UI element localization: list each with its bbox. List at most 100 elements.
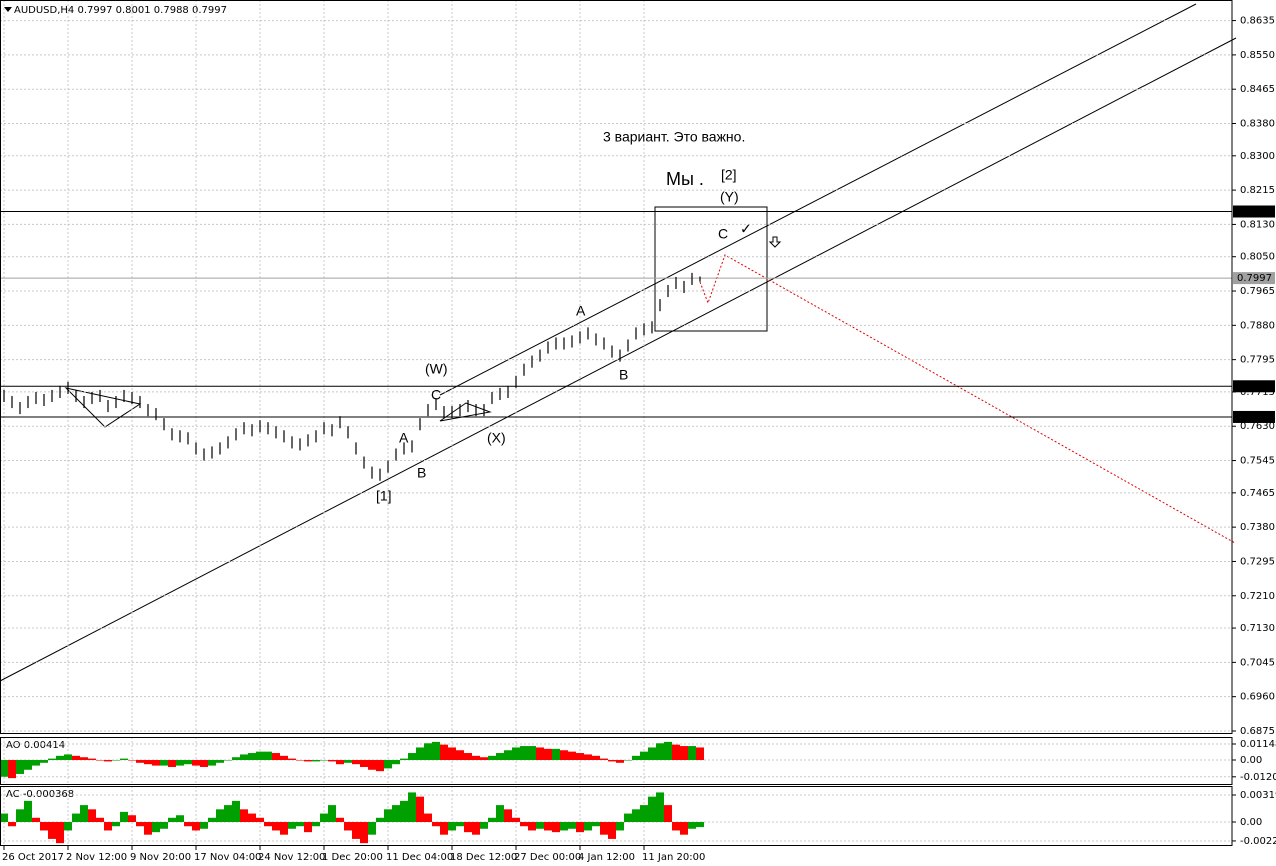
histogram-bar — [184, 760, 192, 765]
y-tick-label: 0.7295 — [1240, 556, 1275, 567]
histogram-bar — [160, 822, 168, 829]
annotation: (Y) — [720, 189, 739, 205]
y-tick-label: 0.7630 — [1240, 421, 1275, 432]
histogram-bar — [512, 747, 520, 761]
histogram-bar — [48, 822, 56, 839]
histogram-bar — [696, 747, 704, 761]
histogram-bar — [352, 760, 360, 765]
histogram-bar — [288, 758, 296, 761]
histogram-bar — [400, 800, 408, 823]
histogram-bar — [112, 822, 120, 827]
y-tick-label: 0.00 — [1240, 817, 1262, 828]
histogram-bar — [448, 822, 456, 831]
histogram-bar — [48, 758, 56, 761]
level-label-box — [1233, 410, 1275, 423]
histogram-bar — [168, 817, 176, 823]
y-tick-label: 0.8300 — [1240, 151, 1275, 162]
histogram-bar — [256, 751, 264, 761]
x-tick-label: 17 Nov 04:00 — [194, 852, 261, 863]
annotation: ✓ — [740, 221, 752, 237]
y-tick-label: 0.7880 — [1240, 320, 1275, 331]
histogram-bar — [304, 822, 312, 833]
histogram-bar — [8, 822, 16, 827]
histogram-bar — [88, 758, 96, 761]
histogram-bar — [248, 813, 256, 823]
histogram-bar — [456, 822, 464, 827]
histogram-bar — [240, 754, 248, 761]
histogram-bar — [0, 813, 8, 823]
histogram-bar — [240, 809, 248, 823]
y-tick-label: 0.7045 — [1240, 657, 1275, 668]
annotation: C — [718, 226, 728, 242]
histogram-bar — [312, 822, 320, 827]
pane-frame — [0, 0, 1233, 734]
histogram-bar — [224, 760, 232, 761]
histogram-bar — [432, 822, 440, 827]
histogram-bar — [248, 753, 256, 761]
histogram-bar — [368, 822, 376, 835]
histogram-bar — [408, 753, 416, 761]
y-tick-label: 0.6960 — [1240, 692, 1275, 703]
x-tick-label: 18 Dec 12:00 — [450, 852, 517, 863]
histogram-bar — [640, 805, 648, 823]
y-tick-label: 0.8465 — [1240, 84, 1275, 95]
y-tick-label: 0.8215 — [1240, 185, 1275, 196]
histogram-bar — [672, 744, 680, 761]
histogram-bar — [520, 746, 528, 761]
annotation: B — [417, 465, 426, 481]
x-tick-label: 2 Nov 12:00 — [66, 852, 127, 863]
histogram-bar — [688, 746, 696, 761]
down-arrow — [768, 236, 782, 248]
histogram-bar — [304, 760, 312, 762]
histogram-bar — [424, 743, 432, 761]
histogram-bar — [320, 760, 328, 761]
y-tick-label: 0.01148 — [1240, 739, 1276, 750]
histogram-bar — [336, 760, 344, 765]
histogram-bar — [440, 822, 448, 835]
histogram-bar — [320, 813, 328, 823]
annotation: A — [399, 430, 409, 446]
histogram-bar — [664, 741, 672, 761]
histogram-bar — [32, 760, 40, 766]
histogram-bar — [680, 746, 688, 761]
histogram-bar — [96, 817, 104, 823]
x-tick-label: 11 Jan 20:00 — [642, 852, 705, 863]
pane-frame — [0, 737, 1233, 785]
y-tick-label: 0.8380 — [1240, 119, 1275, 130]
y-tick-label: 0.7380 — [1240, 522, 1275, 533]
histogram-bar — [672, 822, 680, 831]
histogram-bar — [72, 755, 80, 761]
chart-title: AUDUSD,H4 0.7997 0.8001 0.7988 0.7997 — [14, 5, 227, 16]
histogram-bar — [64, 754, 72, 761]
histogram-bar — [168, 760, 176, 767]
x-tick-label: 9 Nov 20:00 — [130, 852, 191, 863]
histogram-bar — [40, 822, 48, 831]
histogram-bar — [416, 796, 424, 823]
y-tick-label: 0.6875 — [1240, 726, 1275, 737]
histogram-bar — [608, 760, 616, 762]
histogram-bar — [256, 817, 264, 823]
y-tick-label: 0.00 — [1240, 755, 1262, 766]
histogram-bar — [184, 822, 192, 827]
histogram-bar — [552, 748, 560, 761]
x-tick-label: 26 Oct 2017 — [2, 852, 64, 863]
y-tick-label: 0.7545 — [1240, 456, 1275, 467]
histogram-bar — [176, 815, 184, 823]
histogram-bar — [440, 744, 448, 761]
histogram-bar — [112, 760, 120, 761]
annotation: A — [576, 303, 586, 319]
histogram-bar — [512, 817, 520, 823]
histogram-bar — [96, 760, 104, 761]
menu-arrow — [4, 7, 12, 12]
histogram-bar — [176, 760, 184, 766]
indicator-label: AO 0.00414 — [6, 740, 65, 751]
histogram-bar — [232, 757, 240, 761]
histogram-bar — [152, 760, 160, 766]
histogram-bar — [592, 755, 600, 761]
histogram-bar — [208, 817, 216, 823]
histogram-bar — [80, 757, 88, 761]
histogram-bar — [72, 813, 80, 823]
histogram-bar — [328, 760, 336, 762]
pane-frame — [0, 786, 1233, 846]
